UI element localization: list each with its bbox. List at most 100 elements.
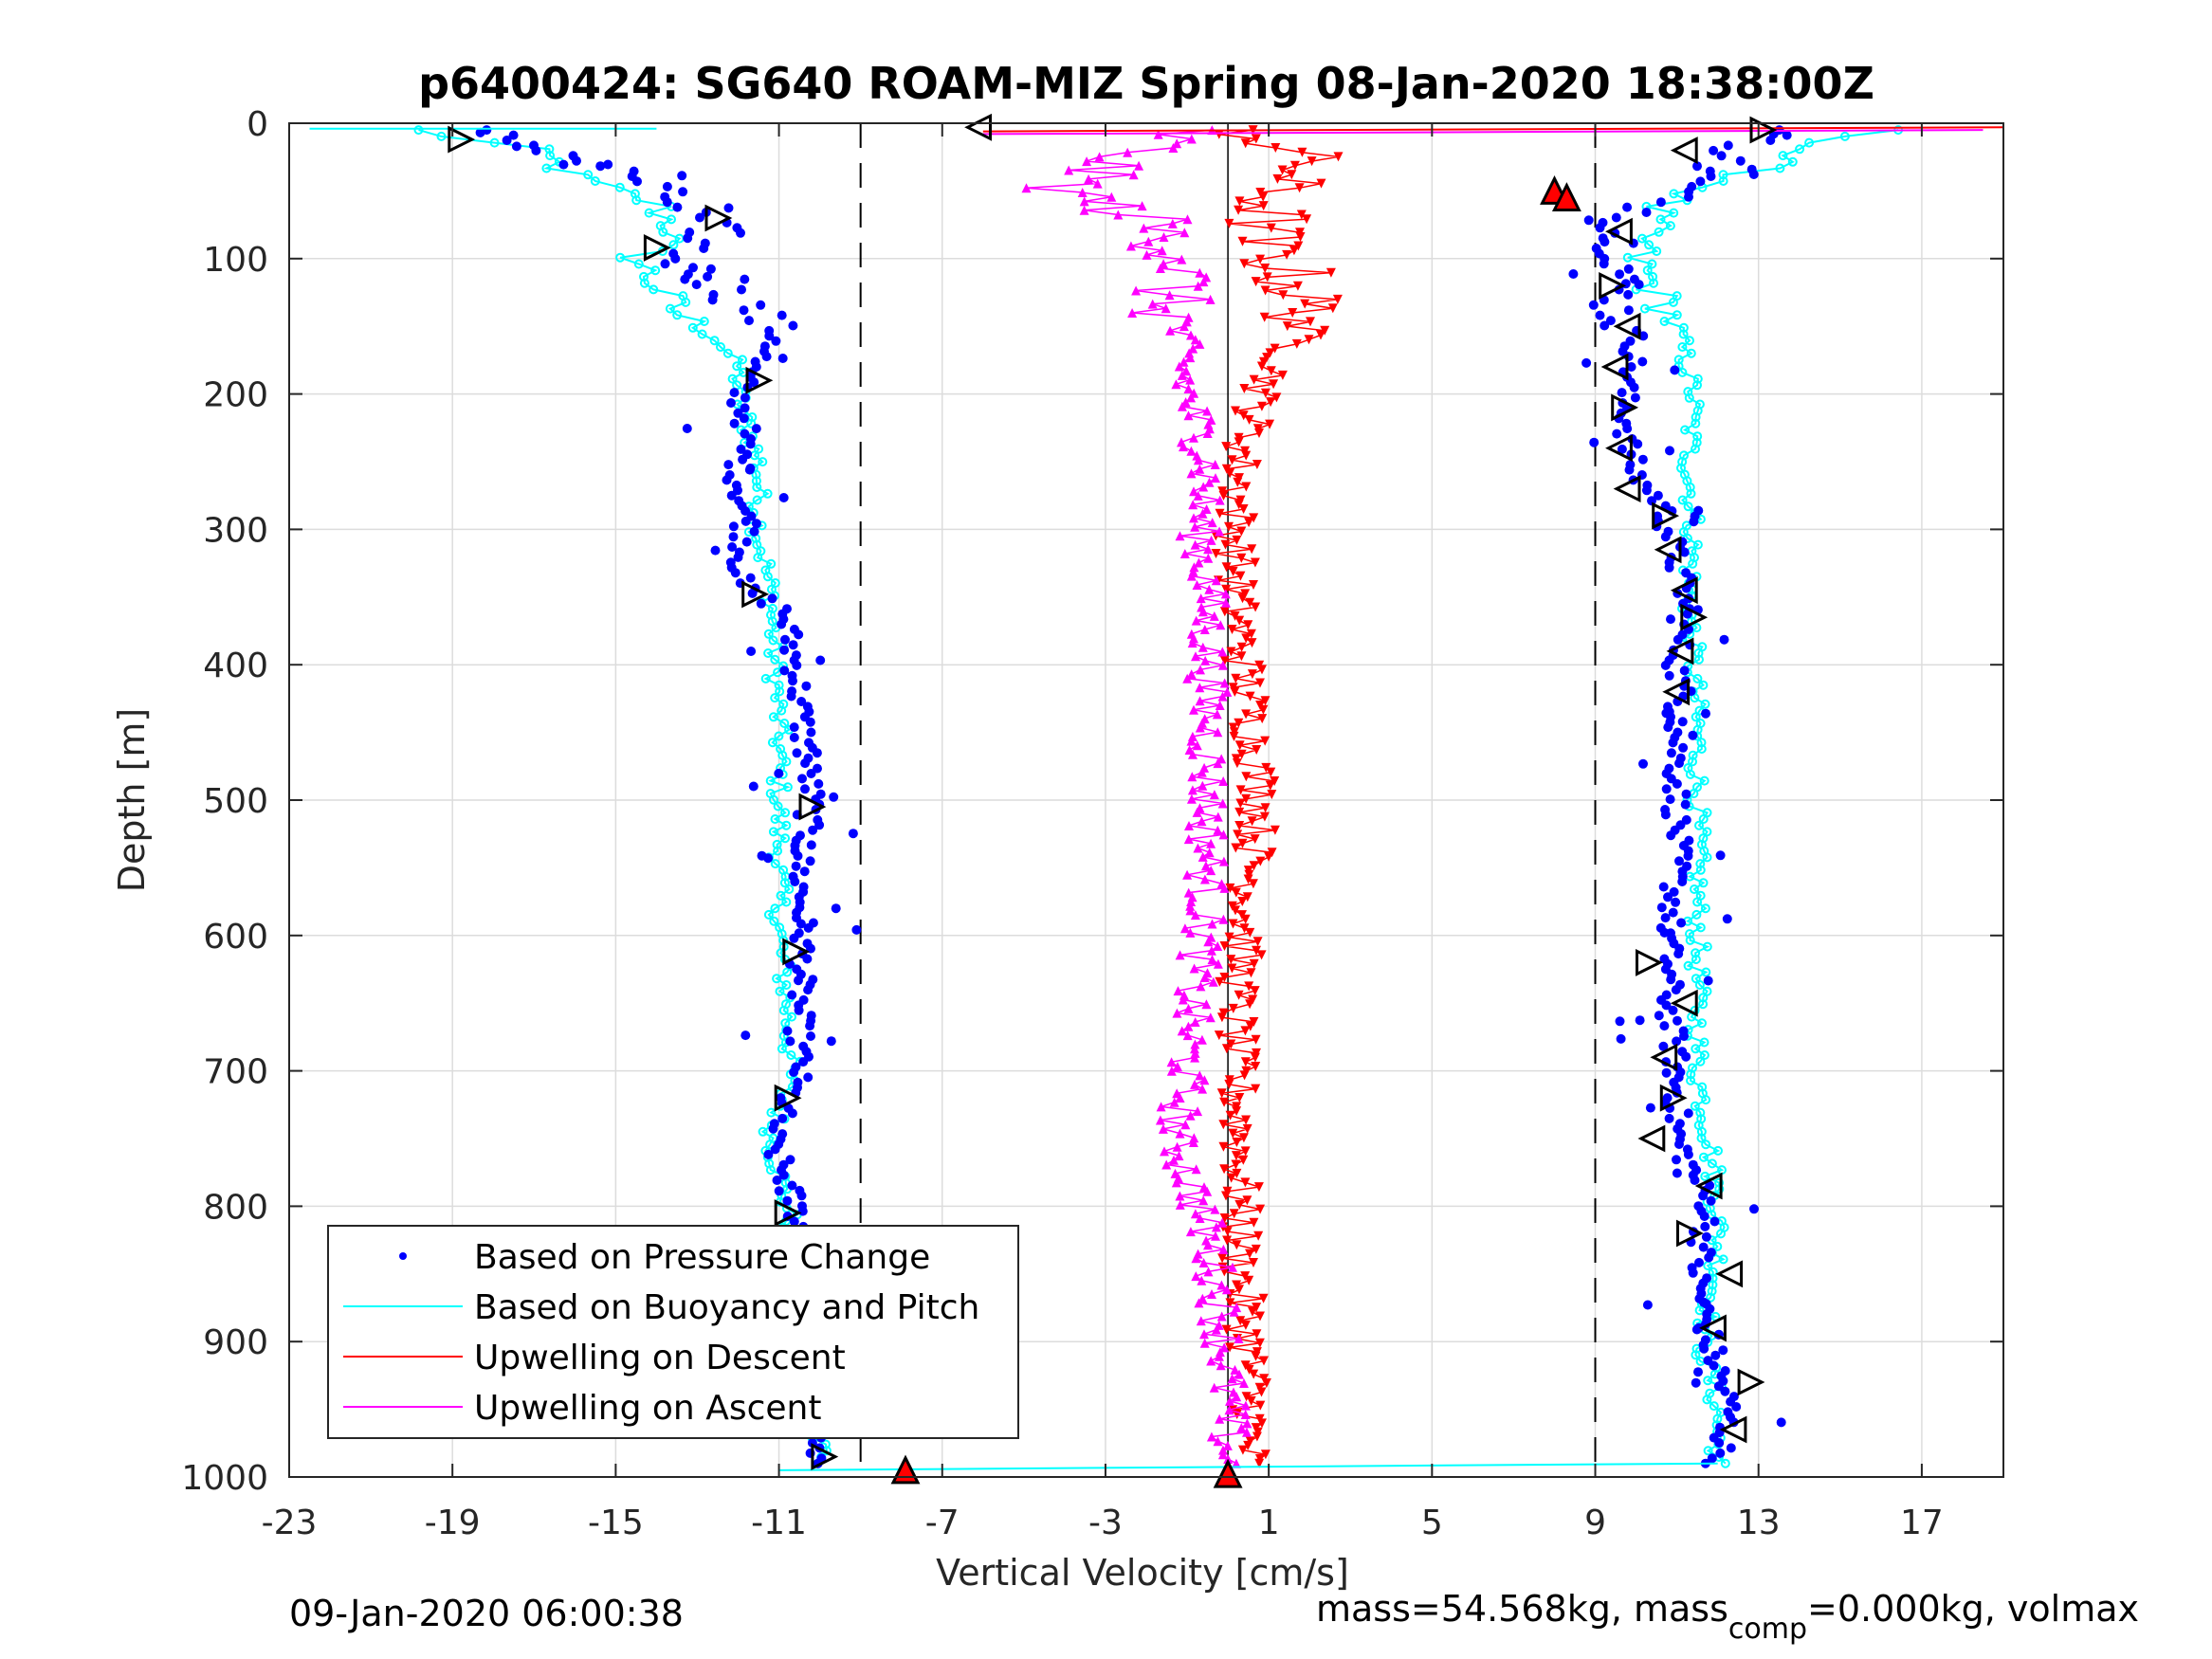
pressure-point	[797, 774, 807, 784]
y-tick-label: 600	[203, 918, 268, 957]
upwelling-ascent-point	[1185, 374, 1196, 385]
upwelling-descent-point	[1258, 201, 1269, 211]
pressure-point	[603, 159, 613, 170]
upwelling-descent-point	[1237, 897, 1248, 906]
chart-title: p6400424: SG640 ROAM-MIZ Spring 08-Jan-2…	[418, 58, 1874, 109]
upwelling-ascent-point	[1190, 1039, 1200, 1049]
upwelling-descent-point	[1289, 160, 1300, 171]
pressure-point	[722, 475, 732, 485]
ascent-marker-triangle	[1654, 536, 1682, 564]
upwelling-descent-point	[1218, 490, 1229, 501]
upwelling-ascent-point	[1183, 1003, 1194, 1013]
upwelling-descent-point	[1240, 1177, 1251, 1188]
ascent-marker-triangle	[1676, 1219, 1704, 1248]
buoyancy-point	[1700, 1171, 1710, 1181]
buoyancy-point	[1648, 271, 1658, 282]
pressure-point	[1679, 1031, 1689, 1041]
upwelling-descent-point	[1260, 803, 1271, 813]
x-tick-label: -7	[925, 1504, 960, 1542]
upwelling-ascent-point	[1175, 950, 1185, 960]
buoyancy-point	[413, 125, 424, 136]
upwelling-ascent-point	[1221, 1285, 1232, 1295]
pressure-point	[677, 171, 687, 181]
upwelling-descent-point	[1234, 1199, 1245, 1210]
upwelling-ascent-point	[1211, 473, 1220, 483]
upwelling-descent-point	[1244, 981, 1254, 992]
buoyancy-point	[777, 705, 787, 716]
upwelling-ascent-point	[1174, 1151, 1184, 1161]
pressure-point	[1616, 1033, 1626, 1044]
ascent-marker-triangle	[1662, 678, 1691, 706]
upwelling-descent-point	[1307, 156, 1317, 167]
upwelling-ascent-point	[1189, 1133, 1199, 1143]
upwelling-descent-point	[1234, 718, 1244, 728]
pressure-point	[793, 850, 803, 861]
pressure-point	[800, 784, 810, 794]
pressure-point	[789, 733, 799, 742]
upwelling-ascent-point	[1183, 1021, 1194, 1031]
upwelling-ascent-point	[1242, 1418, 1252, 1429]
upwelling-ascent-point	[1077, 188, 1088, 197]
y-tick-label: 1000	[181, 1459, 268, 1498]
buoyancy-point	[1669, 208, 1679, 218]
upwelling-descent-point	[1255, 856, 1266, 866]
pressure-point	[680, 274, 690, 284]
buoyancy-point	[1696, 1126, 1707, 1137]
upwelling-ascent-point	[1186, 793, 1197, 804]
pressure-point	[782, 1195, 793, 1206]
buoyancy-point	[1692, 897, 1703, 907]
pressure-point	[777, 354, 788, 363]
buoyancy-point	[1703, 1446, 1713, 1456]
upwelling-ascent-point	[1106, 191, 1117, 202]
upwelling-ascent-point	[1160, 1146, 1169, 1157]
x-tick-label: 17	[1900, 1504, 1944, 1542]
upwelling-ascent-point	[1179, 228, 1190, 238]
upwelling-descent-point	[1232, 758, 1242, 769]
pressure-point	[1635, 1015, 1645, 1026]
upwelling-ascent-point	[1218, 856, 1229, 866]
upwelling-ascent-point	[1215, 526, 1225, 537]
ascent-marker-triangle	[1694, 1172, 1723, 1200]
pressure-point	[805, 717, 815, 727]
buoyancy-point	[1622, 252, 1633, 263]
upwelling-descent-point	[1222, 1235, 1233, 1246]
upwelling-ascent-point	[1190, 1052, 1200, 1063]
pressure-point	[779, 645, 790, 655]
upwelling-ascent-point	[1185, 353, 1196, 363]
buoyancy-point	[1698, 1152, 1709, 1162]
pressure-point	[1659, 1021, 1670, 1031]
buoyancy-point	[668, 240, 679, 250]
upwelling-ascent-point	[1153, 129, 1163, 139]
upwelling-descent-point	[1216, 1088, 1227, 1099]
upwelling-descent-point	[1278, 290, 1289, 301]
buoyancy-point	[781, 820, 792, 830]
pressure-point	[1709, 145, 1719, 155]
upwelling-descent-point	[1219, 941, 1230, 951]
pressure-point	[792, 748, 802, 758]
upwelling-ascent-point	[1191, 1253, 1201, 1264]
pressure-point	[699, 244, 709, 253]
upwelling-descent-point	[1249, 1258, 1258, 1267]
upwelling-ascent-point	[1190, 521, 1200, 532]
ascent-marker-triangle	[1699, 1314, 1727, 1342]
upwelling-descent-point	[1253, 1182, 1264, 1193]
upwelling-ascent-point	[1195, 722, 1205, 733]
pressure-point	[740, 516, 751, 526]
buoyancy-point	[738, 355, 747, 365]
upwelling-descent-point	[1231, 1159, 1241, 1170]
y-tick-label: 800	[203, 1188, 268, 1227]
upwelling-descent-point	[1247, 816, 1257, 827]
upwelling-ascent-point	[1082, 156, 1092, 167]
upwelling-ascent-point	[1222, 1440, 1233, 1450]
upwelling-ascent-point	[1220, 589, 1231, 599]
upwelling-descent-point	[1244, 1275, 1254, 1285]
upwelling-descent-point	[1292, 281, 1303, 291]
buoyancy-point	[1712, 1413, 1723, 1424]
upwelling-descent-point	[1217, 1253, 1228, 1264]
upwelling-ascent-point	[1232, 1392, 1242, 1402]
upwelling-descent-point	[1234, 196, 1245, 207]
pressure-point	[1663, 722, 1673, 733]
upwelling-descent-point	[1270, 825, 1280, 835]
buoyancy-point	[770, 859, 780, 869]
upwelling-descent-point	[1255, 678, 1265, 688]
